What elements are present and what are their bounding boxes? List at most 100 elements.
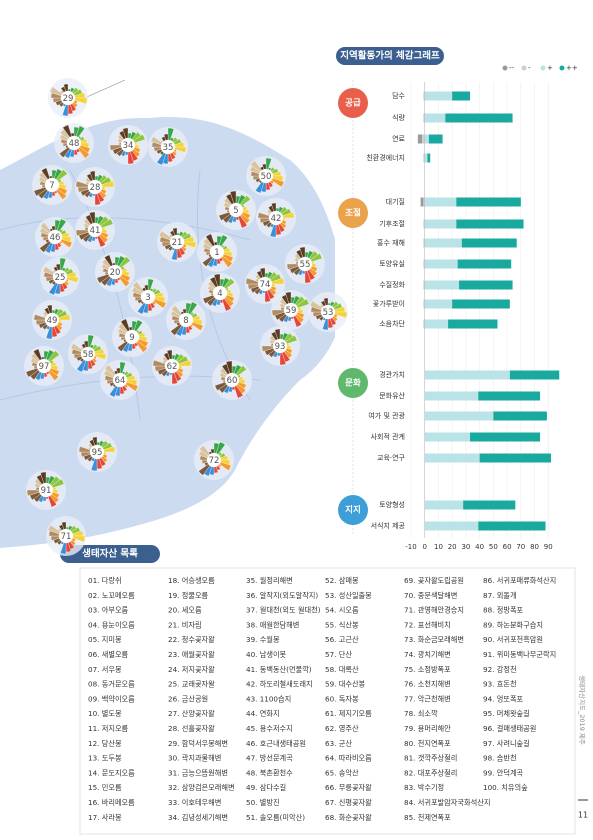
- list-item: 58. 대록산: [325, 665, 359, 674]
- glyph-center: [125, 330, 139, 344]
- list-item: 78. 쇠소깍: [404, 709, 438, 718]
- glyph-center: [53, 270, 67, 284]
- legend-swatch: [540, 65, 546, 71]
- glyph-center: [141, 290, 155, 304]
- bar-segment: [424, 391, 479, 401]
- bar-segment: [452, 91, 471, 101]
- list-item: 14. 문도지오름: [88, 768, 135, 777]
- bar-segment: [470, 432, 541, 442]
- glyph-center: [259, 169, 273, 183]
- bar-segment: [423, 259, 425, 269]
- list-item: 40. 남생이못: [246, 650, 287, 659]
- marker-label: 25: [55, 273, 66, 283]
- glyph-center: [61, 91, 75, 105]
- bar-segment: [457, 259, 512, 269]
- y-tick-label: 여가 및 관광: [368, 411, 405, 420]
- legend-label: -: [528, 64, 531, 72]
- y-tick-label: 식량: [392, 113, 405, 122]
- glyph-center: [48, 230, 62, 244]
- glyph-center: [269, 211, 283, 225]
- glyph-center: [37, 359, 51, 373]
- bar-segment: [478, 521, 546, 531]
- glyph-center: [161, 140, 175, 154]
- marker-glyph: 48: [54, 123, 94, 163]
- bar-segment: [424, 259, 458, 269]
- list-item: 98. 솜반천: [483, 754, 517, 763]
- list-item: 91. 위미동백나무군락지: [483, 650, 556, 659]
- marker-glyph: 55: [285, 244, 325, 284]
- bar-segment: [424, 521, 479, 531]
- marker-label: 42: [271, 214, 282, 224]
- list-item: 83. 박수기정: [404, 783, 444, 792]
- list-item: 11. 저지오름: [88, 724, 129, 733]
- marker-glyph: 74: [245, 264, 285, 304]
- group-label: 문화: [345, 378, 361, 389]
- group-badge: [338, 88, 368, 118]
- list-item: 99. 안덕계곡: [483, 768, 524, 777]
- marker-glyph: 1: [197, 232, 237, 272]
- marker-glyph: 34: [108, 125, 148, 165]
- list-item: 03. 아부오름: [88, 606, 129, 615]
- marker-label: 9: [129, 333, 134, 343]
- legend-label: ++: [566, 64, 578, 72]
- list-item: 18. 어승생오름: [168, 576, 215, 585]
- y-tick-label: 문화유산: [379, 391, 405, 400]
- bar-segment: [424, 500, 464, 510]
- x-tick-label: 60: [503, 543, 512, 551]
- marker-glyph: 59: [271, 290, 311, 330]
- marker-glyph: 53: [308, 292, 348, 332]
- bar-segment: [424, 91, 453, 101]
- list-item: 62. 영주산: [325, 724, 359, 733]
- list-item: 72. 표선해비치: [404, 620, 451, 629]
- glyph-wedge: [134, 142, 138, 146]
- glyph-wedge: [290, 316, 294, 320]
- marker-glyph: 97: [24, 346, 64, 386]
- bar-segment: [479, 453, 552, 463]
- list-item: 10. 별도봉: [88, 709, 122, 718]
- list-item: 55. 식산봉: [325, 620, 359, 629]
- y-tick-label: 경관가치: [379, 370, 405, 379]
- list-item: 35. 월정리해변: [246, 576, 293, 585]
- marker-glyph: 4: [200, 273, 240, 313]
- list-item: 51. 솔오름(미악산): [246, 813, 305, 822]
- marker-glyph: 64: [100, 360, 140, 400]
- list-item: 24. 저지곶자왈: [168, 665, 215, 674]
- marker-label: 1: [214, 248, 219, 258]
- group-badge: [338, 495, 368, 525]
- marker-glyph: 7: [32, 165, 72, 205]
- bar-segment: [424, 219, 457, 229]
- bar-segment: [420, 197, 424, 207]
- list-item: 05. 지미봉: [88, 635, 122, 644]
- list-item: 48. 북촌환천수: [246, 768, 293, 777]
- glyph-wedge: [45, 496, 49, 500]
- marker-label: 28: [90, 183, 101, 193]
- list-item: 29. 함덕서우봉해변: [168, 739, 228, 748]
- list-item: 44. 연화지: [246, 709, 280, 718]
- marker-label: 62: [167, 362, 178, 372]
- glyph-center: [81, 347, 95, 361]
- list-item: 56. 고근산: [325, 635, 359, 644]
- list-item: 75. 소정방폭포: [404, 665, 451, 674]
- list-item: 64. 따라비오름: [325, 754, 372, 763]
- y-tick-label: 홍수 재해: [377, 238, 405, 247]
- bar-segment: [424, 113, 446, 123]
- marker-glyph: 46: [35, 217, 75, 257]
- list-item: 46. 호근내생태공원: [246, 739, 306, 748]
- list-item: 65. 송악산: [325, 768, 359, 777]
- side-text: 생태자산지도_2019 제주: [578, 675, 587, 745]
- list-title-tag: [60, 545, 160, 563]
- list-item: 01. 다랑쉬: [88, 576, 122, 585]
- list-item: 88. 정방폭포: [483, 606, 524, 615]
- glyph-center: [45, 313, 59, 327]
- list-item: 89. 하논분화구습지: [483, 620, 543, 629]
- marker-glyph: 50: [246, 156, 286, 196]
- group-badge: [338, 198, 368, 228]
- bar-segment: [417, 134, 422, 144]
- list-item: 96. 걸매생태공원: [483, 724, 536, 733]
- marker-glyph: 42: [256, 198, 296, 238]
- list-item: 17. 사라봉: [88, 813, 122, 822]
- bar-segment: [424, 299, 453, 309]
- marker-label: 7: [49, 181, 54, 191]
- glyph-center: [90, 445, 104, 459]
